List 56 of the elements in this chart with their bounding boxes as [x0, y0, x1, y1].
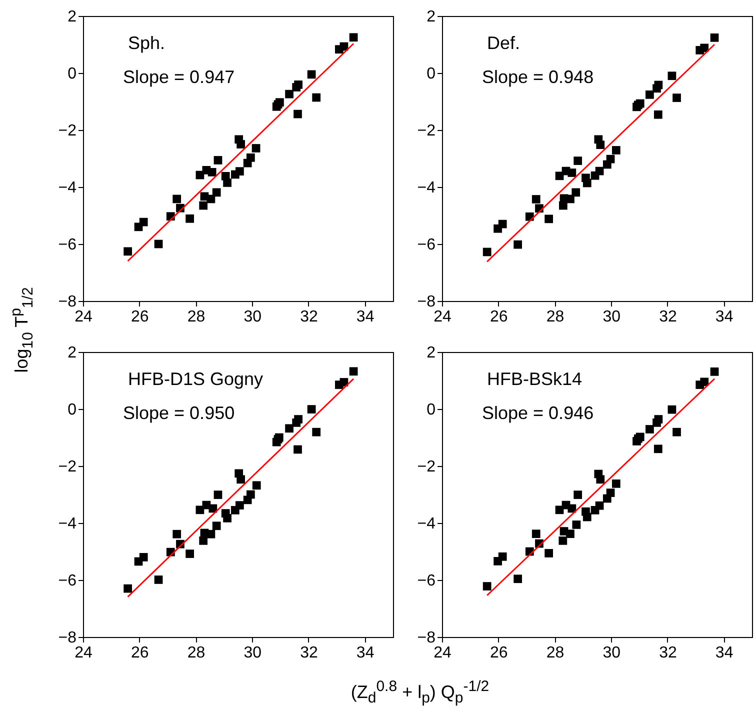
y-tick-label: −4: [417, 516, 436, 532]
x-tick-label: 28: [546, 308, 564, 326]
y-tick-label: 0: [426, 402, 436, 418]
annotation: Slope = 0.950: [123, 403, 235, 423]
y-tick-label: −4: [58, 516, 77, 532]
y-tick-label: 2: [426, 344, 436, 362]
y-tick-label: −2: [58, 458, 77, 476]
y-tick-label: 2: [68, 344, 77, 362]
y-tick-label: −8: [58, 630, 77, 646]
y-tick-label: 0: [68, 402, 77, 418]
x-tick-label: 32: [659, 644, 677, 662]
y-tick-label: −2: [417, 122, 436, 140]
x-tick-label: 34: [715, 308, 734, 326]
x-tick-label: 24: [74, 308, 92, 326]
x-tick-label: 24: [434, 308, 452, 326]
y-tick-label: −4: [58, 180, 77, 196]
annotation: Slope = 0.948: [482, 67, 594, 87]
x-tick-label: 28: [546, 644, 564, 662]
y-tick-label: −6: [417, 572, 436, 590]
annotation: HFB-D1S Gogny: [128, 369, 264, 389]
x-tick-label: 30: [602, 308, 621, 326]
x-tick-label: 24: [434, 644, 452, 662]
y-tick-label: −8: [417, 294, 436, 310]
x-tick-label: 32: [300, 644, 318, 662]
y-tick-label: −2: [417, 458, 436, 476]
x-tick-label: 34: [715, 644, 734, 662]
y-tick-label: −4: [417, 180, 436, 196]
y-tick-label: −6: [58, 572, 77, 590]
x-tick-label: 30: [602, 644, 621, 662]
x-tick-label: 32: [300, 308, 318, 326]
x-tick-label: 28: [187, 644, 206, 662]
x-tick-label: 28: [187, 308, 206, 326]
x-tick-label: 32: [659, 308, 677, 326]
annotation: Slope = 0.947: [123, 67, 235, 87]
annotation: Sph.: [128, 33, 166, 53]
x-tick-label: 26: [130, 308, 149, 326]
y-tick-label: −6: [417, 236, 436, 254]
y-tick-label: −8: [58, 294, 77, 310]
annotation: HFB-BSk14: [487, 369, 582, 389]
y-tick-label: 0: [68, 66, 77, 82]
x-tick-label: 24: [74, 644, 92, 662]
y-tick-label: −2: [58, 122, 77, 140]
annotation: Def.: [487, 33, 520, 53]
x-tick-label: 30: [244, 308, 262, 326]
annotation: Slope = 0.946: [482, 403, 594, 423]
x-tick-label: 26: [130, 644, 149, 662]
x-tick-label: 30: [244, 644, 262, 662]
x-tick-label: 34: [356, 644, 374, 662]
y-tick-label: −8: [417, 630, 436, 646]
y-tick-label: 2: [426, 8, 436, 26]
x-tick-label: 34: [356, 308, 374, 326]
y-tick-label: 2: [68, 8, 77, 26]
x-tick-label: 26: [490, 644, 508, 662]
y-tick-label: −6: [58, 236, 77, 254]
x-tick-label: 26: [490, 308, 508, 326]
y-tick-label: 0: [426, 66, 436, 82]
